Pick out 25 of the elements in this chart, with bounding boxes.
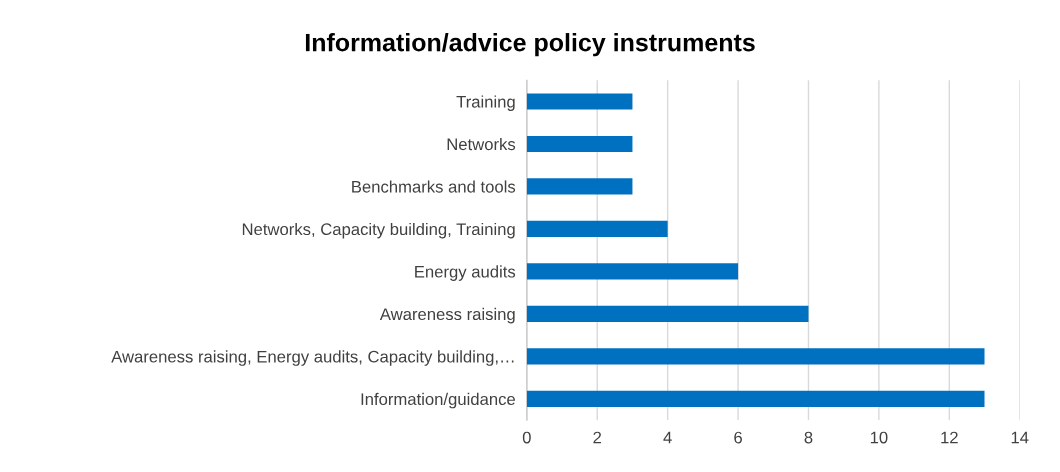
x-tick-label: 4	[663, 431, 672, 444]
x-tick-label: 10	[870, 431, 888, 444]
y-tick-label: Awareness raising	[379, 307, 515, 324]
bar	[526, 220, 668, 237]
x-tick-label: 14	[1011, 431, 1029, 444]
y-tick-label: Energy audits	[415, 265, 516, 281]
bar	[526, 263, 739, 280]
bar	[526, 348, 985, 365]
bar	[526, 178, 633, 195]
y-tick-label: Networks, Capacity building, Training	[242, 222, 515, 239]
bar	[526, 305, 809, 322]
y-tick-label: Networks	[447, 137, 516, 151]
y-tick-label: Benchmarks and tools	[352, 180, 516, 193]
bar	[526, 135, 633, 153]
x-tick-label: 2	[593, 431, 602, 444]
chart-title: Information/advice policy instruments	[305, 33, 755, 57]
y-tick-label: Awareness raising, Energy audits, Capacity building,…	[111, 350, 514, 366]
x-tick-label: 8	[804, 431, 813, 444]
y-tick-label: Training	[456, 95, 515, 111]
x-tick-label: 6	[734, 431, 742, 444]
bar	[526, 390, 985, 407]
bar	[526, 93, 633, 110]
x-tick-label: 12	[941, 431, 958, 444]
x-tick-label: 0	[522, 431, 531, 444]
y-tick-label: Information/guidance	[361, 392, 515, 409]
